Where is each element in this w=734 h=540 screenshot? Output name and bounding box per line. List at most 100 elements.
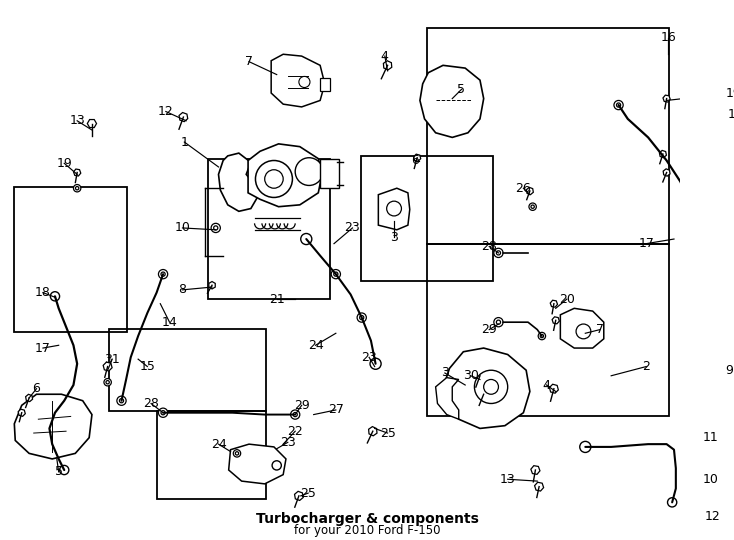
Bar xyxy=(427,28,669,244)
Polygon shape xyxy=(26,394,32,402)
Text: 8: 8 xyxy=(178,284,186,296)
Circle shape xyxy=(667,498,677,507)
Text: 7: 7 xyxy=(596,323,604,336)
Circle shape xyxy=(580,441,591,453)
Text: 4: 4 xyxy=(381,50,389,63)
Polygon shape xyxy=(320,159,338,188)
Circle shape xyxy=(370,358,381,369)
Text: 23: 23 xyxy=(344,221,360,234)
Circle shape xyxy=(293,413,297,417)
Circle shape xyxy=(291,410,299,419)
Circle shape xyxy=(120,399,123,403)
Text: 30: 30 xyxy=(463,369,479,382)
Circle shape xyxy=(494,248,503,258)
Text: 26: 26 xyxy=(515,182,531,195)
Circle shape xyxy=(214,226,218,230)
Polygon shape xyxy=(479,390,488,399)
Circle shape xyxy=(272,461,281,470)
Text: 24: 24 xyxy=(308,339,324,352)
Circle shape xyxy=(683,246,691,255)
Text: 3: 3 xyxy=(441,367,448,380)
Polygon shape xyxy=(663,95,670,102)
Text: 25: 25 xyxy=(300,487,316,500)
Polygon shape xyxy=(15,394,92,459)
Bar xyxy=(361,156,493,281)
Text: 18: 18 xyxy=(728,108,734,121)
Polygon shape xyxy=(727,116,734,125)
Circle shape xyxy=(494,318,503,327)
Text: 28: 28 xyxy=(482,240,497,253)
Circle shape xyxy=(617,103,621,107)
Circle shape xyxy=(59,465,69,475)
Text: 19: 19 xyxy=(725,86,734,99)
Circle shape xyxy=(360,315,364,320)
Polygon shape xyxy=(550,384,559,393)
Text: 22: 22 xyxy=(287,424,303,438)
Polygon shape xyxy=(18,409,25,416)
Circle shape xyxy=(161,272,165,276)
Polygon shape xyxy=(659,151,666,158)
Polygon shape xyxy=(73,169,81,176)
Text: 31: 31 xyxy=(104,353,120,366)
Polygon shape xyxy=(550,300,558,307)
Polygon shape xyxy=(229,444,286,484)
Circle shape xyxy=(236,452,239,455)
Circle shape xyxy=(474,370,508,403)
Circle shape xyxy=(159,408,167,417)
Text: 23: 23 xyxy=(361,351,377,364)
Text: 1: 1 xyxy=(181,136,188,148)
Circle shape xyxy=(301,233,312,245)
Polygon shape xyxy=(103,362,112,371)
Circle shape xyxy=(496,320,501,324)
Circle shape xyxy=(538,332,545,340)
Bar xyxy=(109,329,266,411)
Polygon shape xyxy=(320,78,330,91)
Circle shape xyxy=(334,272,338,276)
Polygon shape xyxy=(383,60,392,70)
Polygon shape xyxy=(413,154,421,161)
Circle shape xyxy=(106,381,109,384)
Text: 2: 2 xyxy=(642,360,650,373)
Circle shape xyxy=(51,292,59,301)
Text: 17: 17 xyxy=(35,342,51,355)
Circle shape xyxy=(211,224,220,233)
Text: 9: 9 xyxy=(725,364,733,377)
Circle shape xyxy=(576,324,591,339)
Polygon shape xyxy=(294,491,303,501)
Polygon shape xyxy=(209,281,215,289)
Bar xyxy=(14,187,127,332)
Polygon shape xyxy=(664,169,670,176)
Text: 12: 12 xyxy=(158,105,174,118)
Text: 10: 10 xyxy=(175,221,190,234)
Circle shape xyxy=(104,379,112,386)
Text: 3: 3 xyxy=(390,231,398,244)
Circle shape xyxy=(540,334,544,338)
Text: 13: 13 xyxy=(500,472,515,486)
Polygon shape xyxy=(733,147,734,156)
Bar xyxy=(208,159,330,299)
Text: 29: 29 xyxy=(294,399,310,412)
Polygon shape xyxy=(420,65,484,137)
Text: 10: 10 xyxy=(703,472,719,486)
Circle shape xyxy=(331,269,341,279)
Circle shape xyxy=(265,170,283,188)
Text: 25: 25 xyxy=(379,427,396,440)
Polygon shape xyxy=(378,188,410,230)
Circle shape xyxy=(73,185,81,192)
Text: 12: 12 xyxy=(705,510,721,523)
Text: 21: 21 xyxy=(269,293,285,306)
Polygon shape xyxy=(534,482,544,491)
Polygon shape xyxy=(476,371,484,380)
Text: 14: 14 xyxy=(161,316,178,329)
Text: 27: 27 xyxy=(328,403,344,416)
Bar xyxy=(427,244,669,416)
Polygon shape xyxy=(697,516,706,525)
Text: 6: 6 xyxy=(411,154,419,167)
Circle shape xyxy=(531,205,534,208)
Circle shape xyxy=(702,448,705,452)
Text: 18: 18 xyxy=(35,286,51,299)
Polygon shape xyxy=(435,377,459,419)
Polygon shape xyxy=(368,427,377,436)
Text: 7: 7 xyxy=(245,55,253,68)
Text: 23: 23 xyxy=(280,436,296,449)
